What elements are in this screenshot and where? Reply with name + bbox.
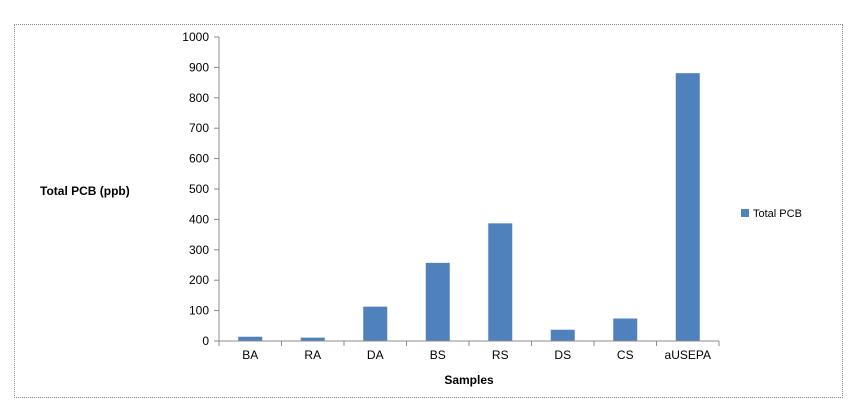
x-axis-title: Samples xyxy=(444,373,494,387)
y-tick-label: 800 xyxy=(189,91,209,105)
y-axis-title: Total PCB (ppb) xyxy=(40,184,130,198)
x-tick-label: CS xyxy=(617,348,634,362)
y-tick-label: 300 xyxy=(189,243,209,257)
y-tick-label: 200 xyxy=(189,273,209,287)
bar-cs xyxy=(613,318,638,341)
x-tick-label: DS xyxy=(554,348,571,362)
legend-label-total-pcb: Total PCB xyxy=(753,208,802,220)
legend: Total PCB xyxy=(741,208,802,220)
y-tick-label: 0 xyxy=(202,334,209,348)
x-tick-label: DA xyxy=(367,348,384,362)
y-tick-label: 500 xyxy=(189,182,209,196)
x-tick-label: BA xyxy=(242,348,258,362)
bar-ds xyxy=(550,329,575,341)
y-tick-label: 1000 xyxy=(182,30,209,44)
bar-ra xyxy=(300,337,325,341)
y-tick-label: 400 xyxy=(189,212,209,226)
axes-layer xyxy=(214,36,720,346)
x-tick-label: BS xyxy=(430,348,446,362)
bar-da xyxy=(363,306,388,341)
y-tick-label: 100 xyxy=(189,304,209,318)
x-tick-label: RA xyxy=(304,348,321,362)
bar-bs xyxy=(425,262,450,341)
x-tick-label: RS xyxy=(492,348,509,362)
y-tick-label: 600 xyxy=(189,152,209,166)
bar-ausepa xyxy=(675,73,700,342)
x-tick-label: aUSEPA xyxy=(665,348,711,362)
bar-ba xyxy=(238,336,263,341)
bars-layer xyxy=(238,73,700,342)
bar-rs xyxy=(488,223,513,341)
legend-swatch-total-pcb xyxy=(741,209,749,217)
y-tick-label: 900 xyxy=(189,60,209,74)
y-tick-labels: 0 100 200 300 400 500 600 700 800 900 1000 xyxy=(182,30,209,348)
x-tick-labels: BA RA DA BS RS DS CS aUSEPA xyxy=(242,348,711,362)
y-tick-label: 700 xyxy=(189,121,209,135)
